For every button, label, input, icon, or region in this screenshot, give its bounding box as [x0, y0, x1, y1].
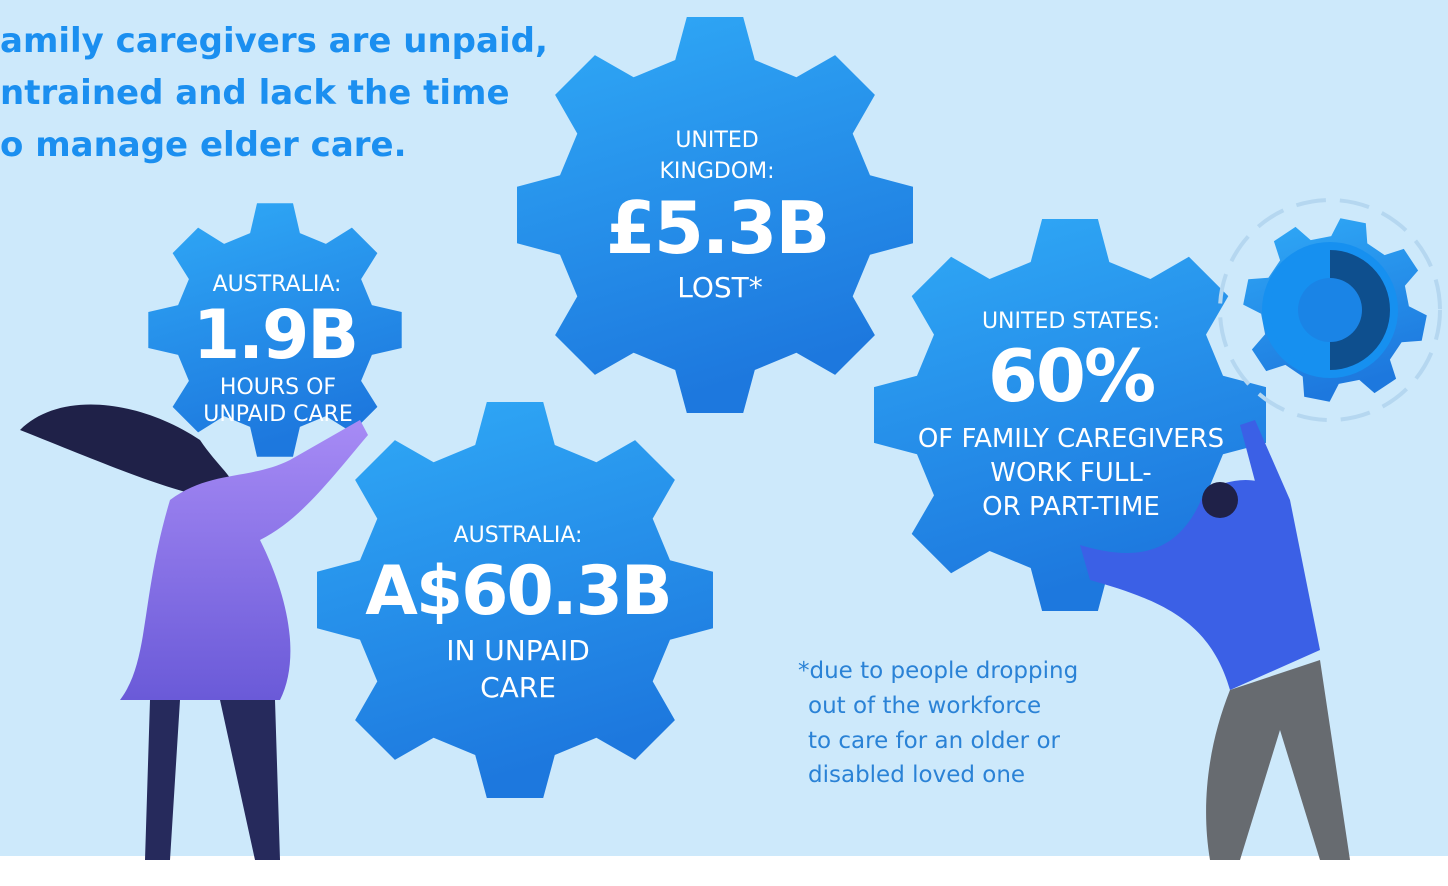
gear-value: A$60.3B	[365, 552, 671, 631]
gear-label: UNITED	[675, 128, 758, 153]
footnote-line: out of the workforce	[808, 693, 1041, 719]
gear-value: 1.9B	[193, 296, 357, 375]
gear-value: £5.3B	[606, 186, 829, 270]
footnote-line: *due to people dropping	[798, 658, 1078, 684]
infographic: amily caregivers are unpaid, ntrained an…	[0, 0, 1448, 886]
gear-description: LOST*	[677, 271, 763, 304]
floor	[0, 856, 1448, 886]
gear-description: CARE	[480, 671, 556, 704]
gear-description: HOURS OF	[220, 375, 336, 400]
footnote-line: disabled loved one	[808, 762, 1025, 788]
gear-description: WORK FULL-	[990, 458, 1151, 488]
gear-description: OF FAMILY CAREGIVERS	[918, 424, 1224, 454]
gear-label: KINGDOM:	[659, 159, 774, 184]
gear-description: IN UNPAID	[446, 634, 590, 667]
headline-line: amily caregivers are unpaid,	[0, 21, 548, 61]
gear-label: UNITED STATES:	[982, 309, 1160, 334]
headline-line: ntrained and lack the time	[0, 73, 510, 113]
gear-value: 60%	[988, 334, 1154, 418]
gear-label: AUSTRALIA:	[454, 523, 583, 548]
gear-description: UNPAID CARE	[203, 402, 353, 427]
gear-description: OR PART-TIME	[982, 492, 1160, 522]
headline-line: o manage elder care.	[0, 125, 407, 165]
footnote-line: to care for an older or	[808, 728, 1061, 754]
gear-label: AUSTRALIA:	[213, 272, 342, 297]
